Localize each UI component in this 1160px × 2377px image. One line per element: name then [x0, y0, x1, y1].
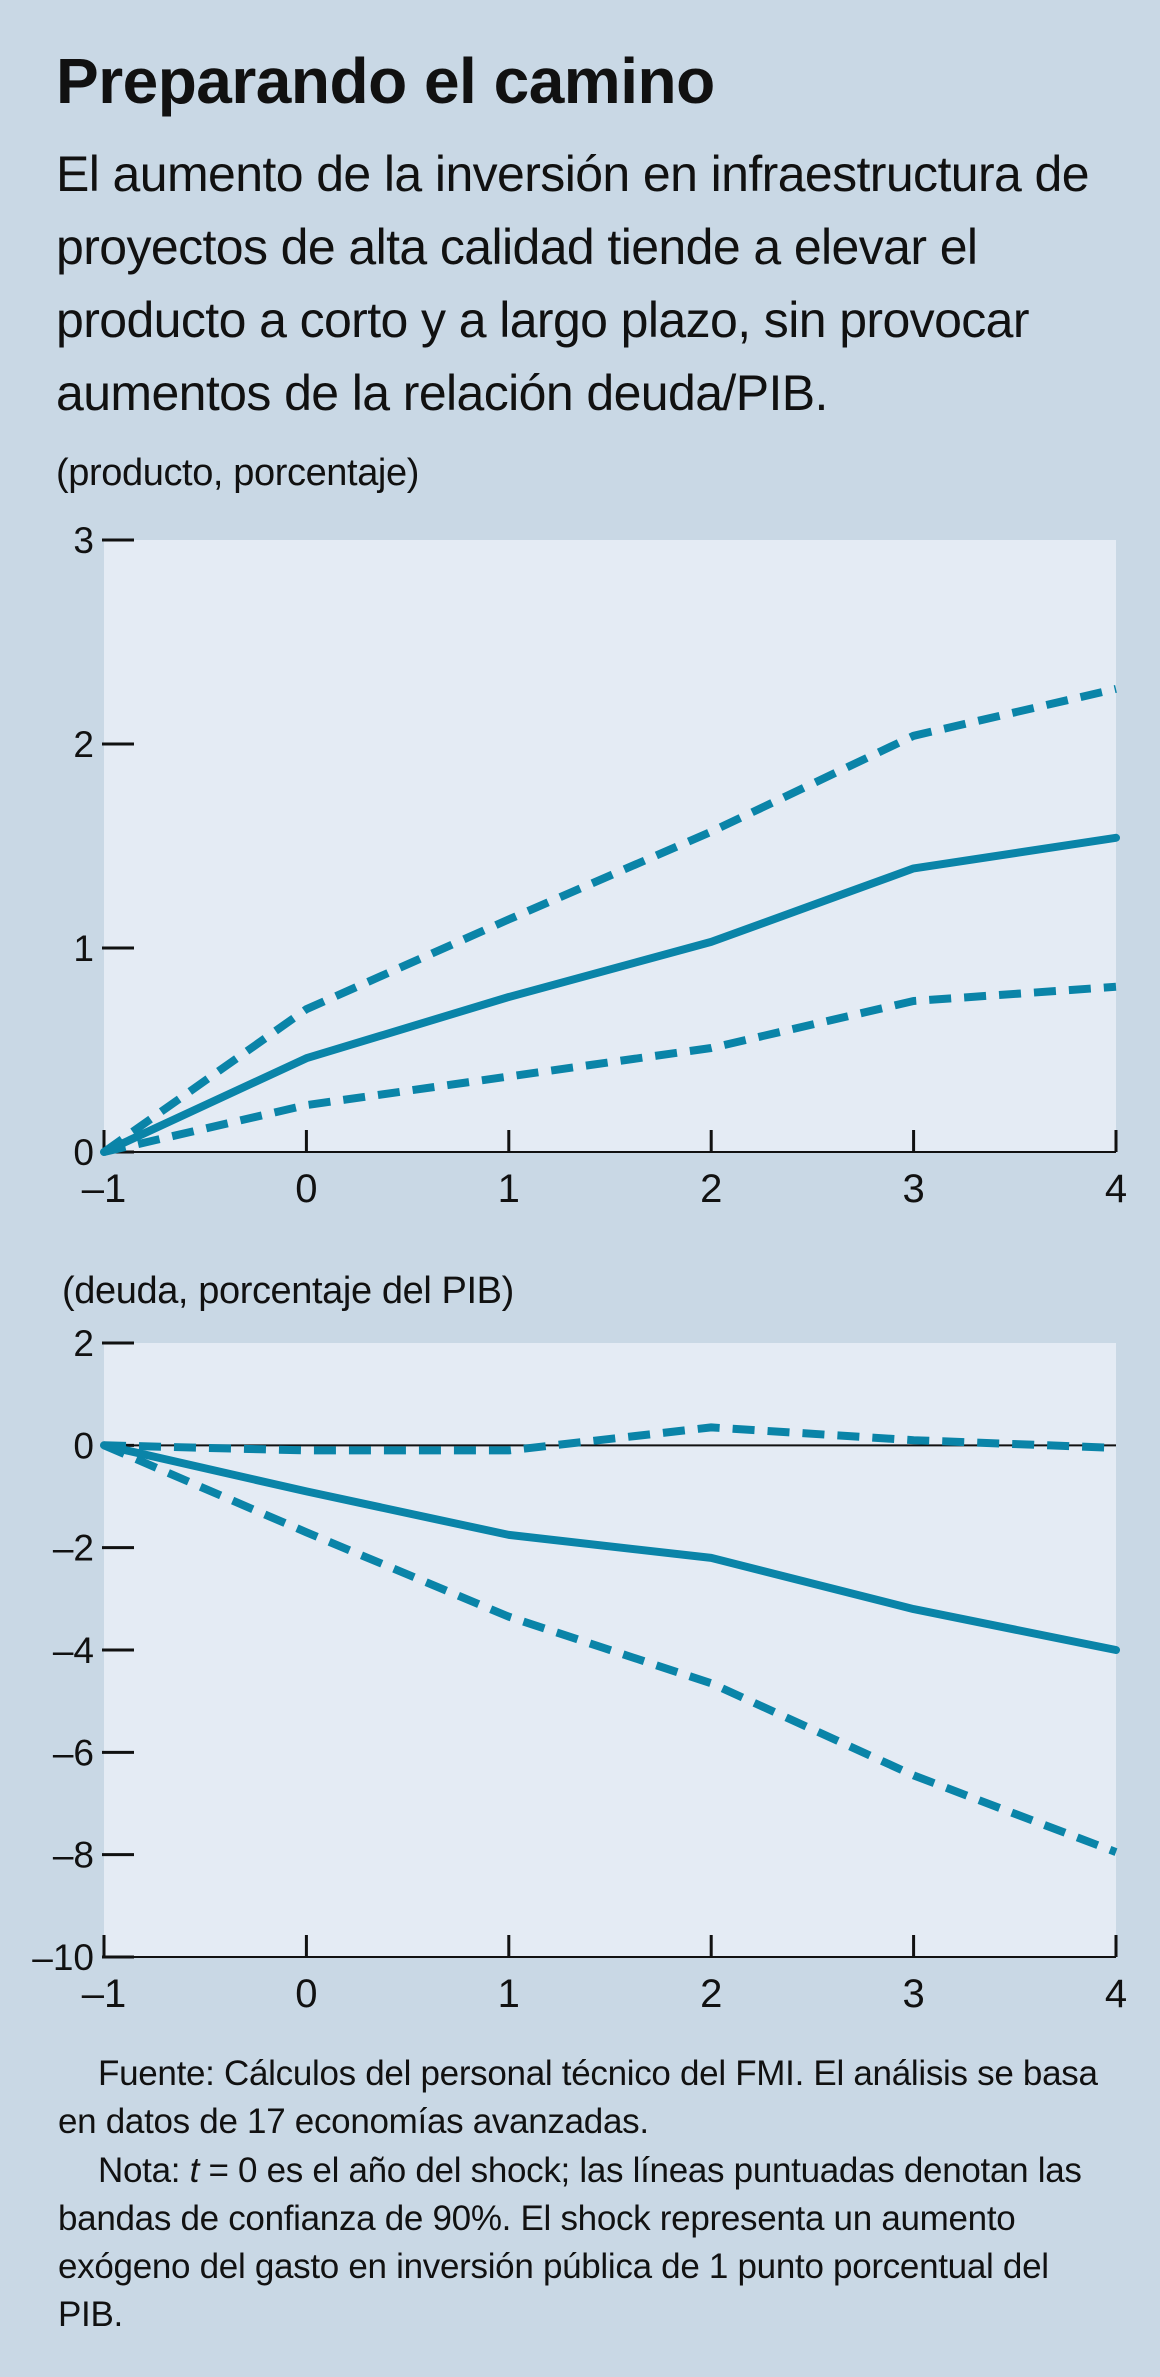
chart-title: Preparando el camino: [56, 45, 715, 117]
x-tick-label: –1: [82, 1972, 127, 2016]
output-panel-label: (producto, porcentaje): [56, 452, 419, 494]
x-tick-label: –1: [82, 1167, 127, 1211]
x-tick-label: 2: [700, 1167, 722, 1211]
y-tick-label: 1: [73, 928, 94, 969]
footnote-t: t: [189, 2151, 200, 2190]
x-tick-label: 0: [295, 1167, 317, 1211]
footnote: Nota: t = 0 es el año del shock; las lín…: [58, 2147, 1118, 2339]
source-text: Fuente: Cálculos del personal técnico de…: [58, 2054, 1098, 2141]
chart-subtitle: El aumento de la inversión en infraestru…: [56, 146, 1090, 421]
x-tick-label: 3: [902, 1167, 924, 1211]
debt-panel-label: (deuda, porcentaje del PIB): [62, 1270, 514, 1312]
debt-chart: 20–2–4–6–8–10–1 0 1 2 3 4: [32, 1323, 1127, 2016]
y-tick-label: 3: [73, 520, 94, 561]
y-tick-label: 0: [73, 1132, 94, 1173]
plot-area: [104, 540, 1116, 1152]
x-tick-label: 2: [700, 1972, 722, 2016]
confidence-band-line-2: [103, 982, 1117, 1156]
x-tick-label: 3: [902, 1972, 924, 2016]
estimate-line-0: [100, 1441, 1120, 1654]
x-tick-label: 1: [498, 1167, 520, 1211]
y-tick-label: –2: [53, 1528, 94, 1569]
confidence-band-line-2: [102, 1441, 1118, 1856]
confidence-band-line-1: [103, 1423, 1117, 1455]
confidence-band-line-1: [101, 685, 1117, 1156]
y-tick-label: 2: [73, 724, 94, 765]
y-tick-label: –8: [53, 1835, 94, 1876]
y-tick-label: –6: [53, 1732, 94, 1773]
footnote-text: = 0 es el año del shock; las líneas punt…: [58, 2151, 1082, 2334]
estimate-line-0: [100, 833, 1120, 1156]
source-note: Fuente: Cálculos del personal técnico de…: [58, 2050, 1118, 2146]
y-tick-label: –10: [32, 1937, 94, 1978]
y-tick-label: –4: [53, 1630, 94, 1671]
y-tick-label: 0: [73, 1425, 94, 1466]
x-tick-label: 4: [1105, 1972, 1127, 2016]
x-tick-label: 4: [1105, 1167, 1127, 1211]
x-tick-label: 0: [295, 1972, 317, 2016]
footnote-prefix: Nota:: [98, 2151, 190, 2190]
y-tick-label: 2: [73, 1323, 94, 1364]
x-tick-label: 1: [498, 1972, 520, 2016]
